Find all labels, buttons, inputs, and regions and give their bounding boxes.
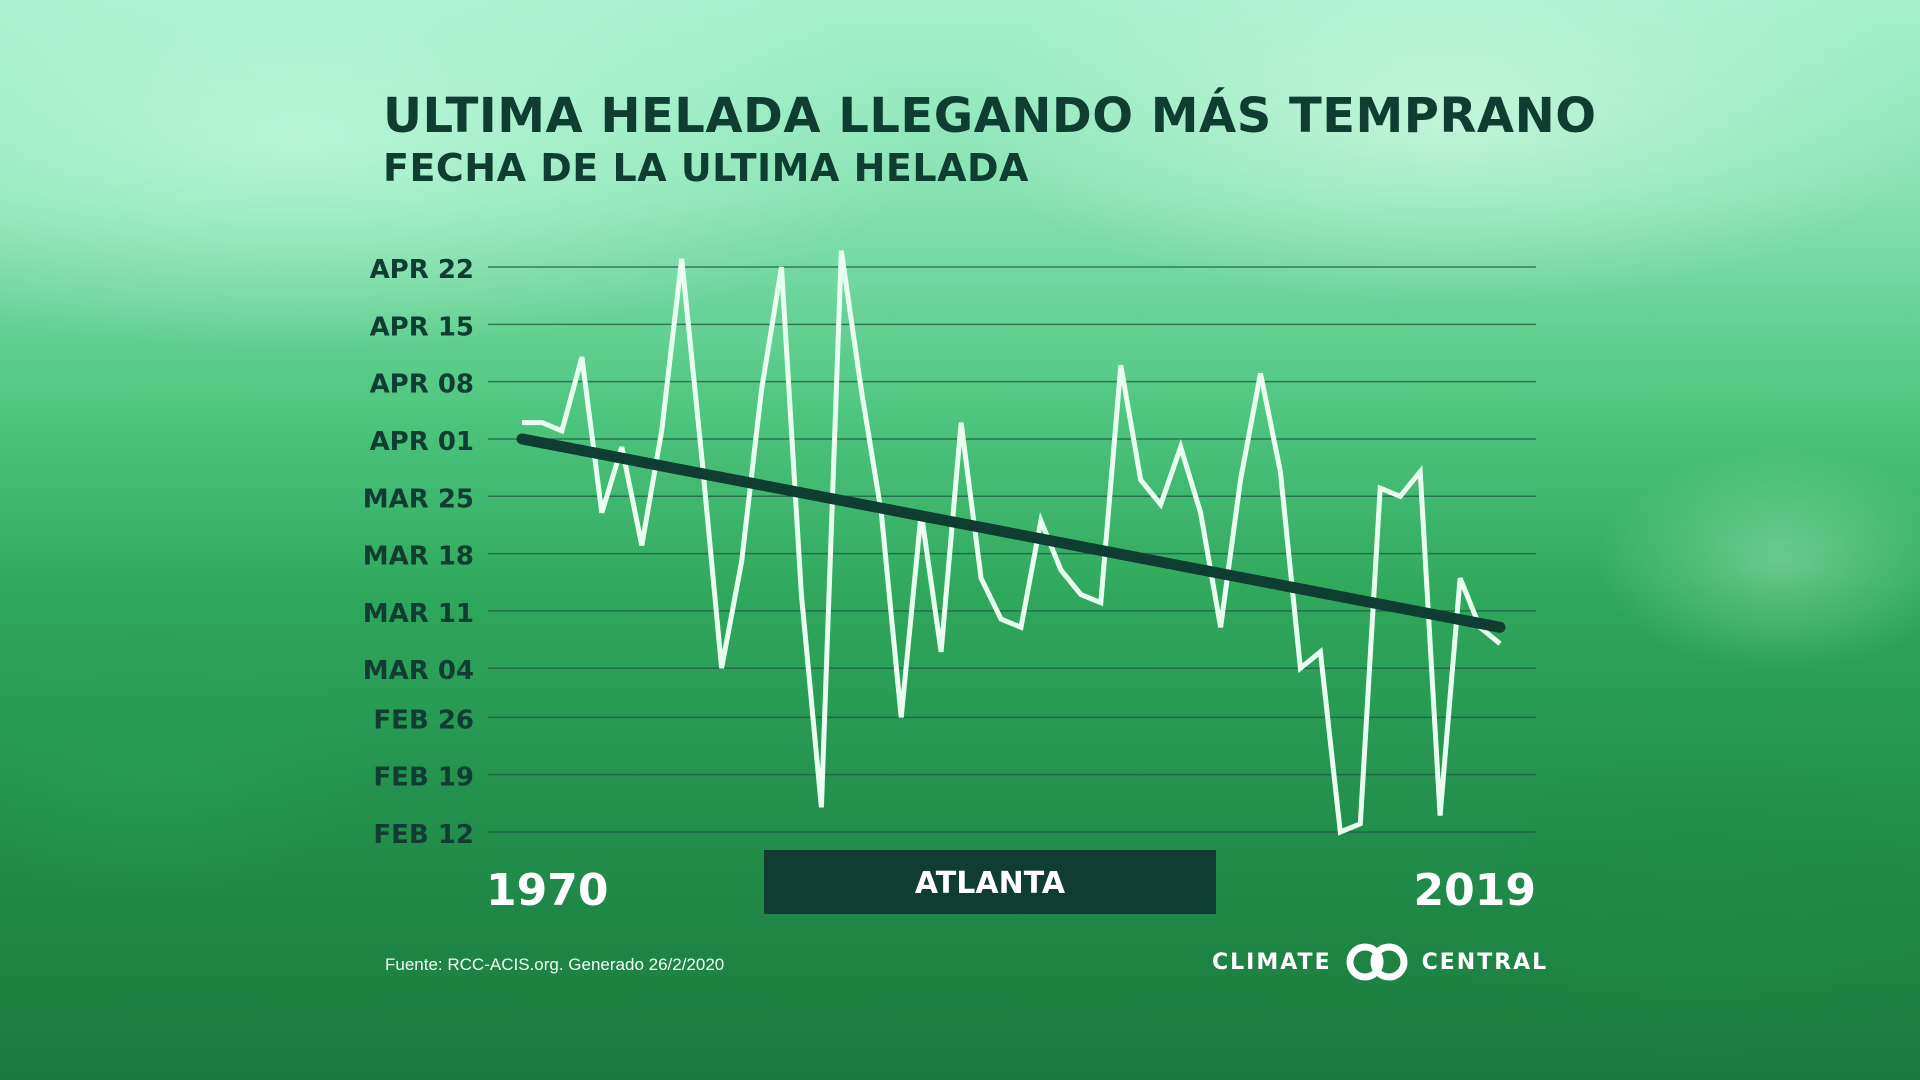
y-axis-labels: FEB 12 FEB 19 FEB 26 MAR 04 MAR 11 MAR 18 MAR …: [363, 255, 474, 850]
y-tick-label: FEB 12: [373, 820, 474, 850]
y-tick-label: MAR 04: [363, 656, 474, 686]
brand-text-left: CLIMATE: [1212, 949, 1332, 975]
series-line: [522, 250, 1502, 836]
chart-subtitle: FECHA DE LA ULTIMA HELADA: [383, 146, 1029, 190]
x-tick-label-end: 2019: [1414, 865, 1536, 916]
y-tick-label: APR 08: [370, 370, 474, 400]
location-label: ATLANTA: [915, 866, 1066, 901]
linked-rings-icon: [1346, 943, 1408, 981]
brand-text-right: CENTRAL: [1421, 949, 1549, 975]
y-tick-label: APR 01: [370, 427, 474, 457]
series-group: [522, 250, 1502, 836]
y-tick-label: APR 22: [370, 255, 474, 285]
trend-group: [516, 433, 1506, 633]
y-tick-label: MAR 18: [363, 542, 474, 572]
y-tick-label: FEB 19: [373, 763, 474, 793]
location-label-box: [764, 850, 1216, 914]
x-tick-label-start: 1970: [486, 865, 608, 916]
gridlines: [488, 266, 1536, 833]
y-tick-label: MAR 11: [363, 599, 474, 629]
chart-title: ULTIMA HELADA LLEGANDO MÁS TEMPRANO: [383, 88, 1597, 144]
y-tick-label: APR 15: [370, 312, 474, 342]
source-note: Fuente: RCC-ACIS.org. Generado 26/2/2020: [385, 955, 725, 974]
y-tick-label: FEB 26: [373, 705, 474, 735]
climate-central-logo: CLIMATE CENTRAL: [1212, 942, 1548, 982]
y-tick-label: MAR 25: [363, 484, 474, 514]
trend-line: [516, 433, 1506, 633]
